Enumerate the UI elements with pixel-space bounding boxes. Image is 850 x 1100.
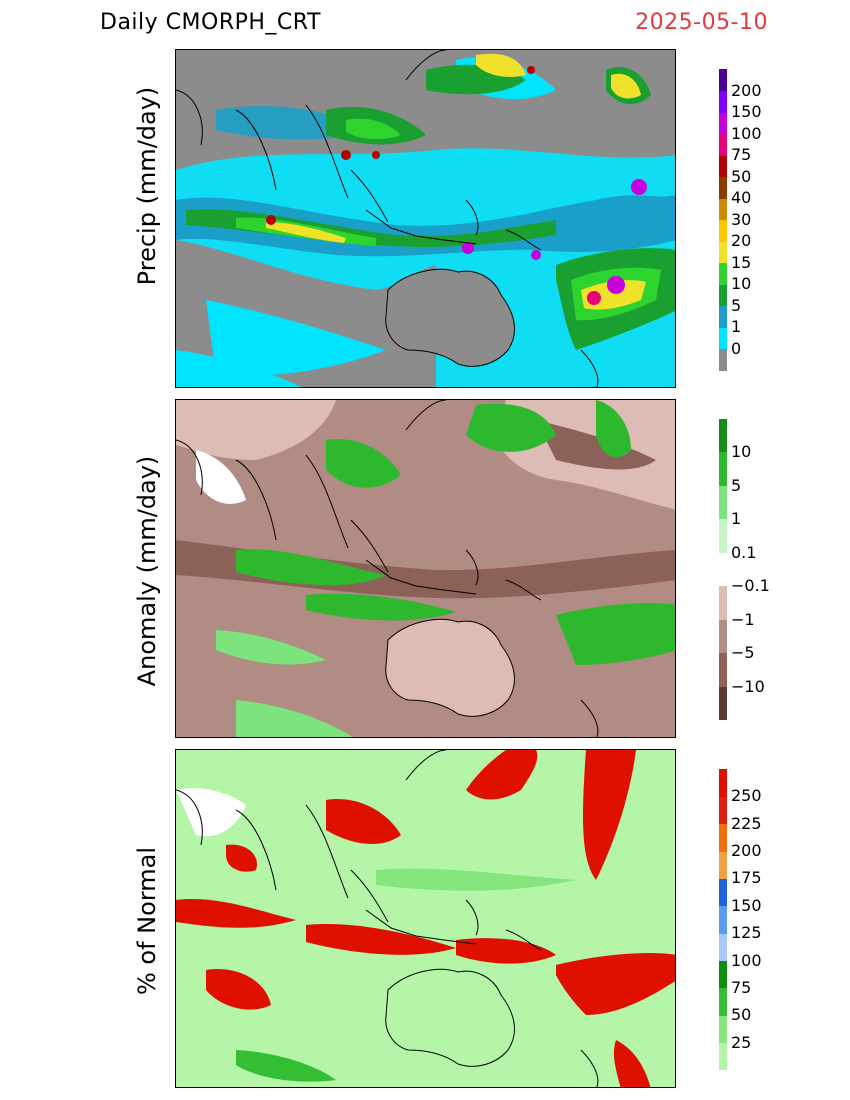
precip-colorbar-tick-label: 0 <box>731 338 742 358</box>
percent-colorbar-swatch <box>719 823 727 852</box>
precip-colorbar-swatch <box>719 219 727 242</box>
percent-colorbar-tick-label: 25 <box>731 1032 752 1052</box>
anomaly-map <box>176 400 675 737</box>
percent-colorbar-tick-label: 125 <box>731 923 762 943</box>
precip-colorbar-swatch <box>719 305 727 328</box>
precip-colorbar-tick-label: 75 <box>731 145 752 164</box>
percent-y-label: % of Normal <box>133 846 161 996</box>
anomaly-map-panel <box>175 399 676 738</box>
anomaly-colorbar-tick-label: 5 <box>731 475 742 495</box>
anomaly-y-label: Anomaly (mm/day) <box>133 455 161 687</box>
anomaly-colorbar-tick-label: −5 <box>731 643 755 663</box>
percent-colorbar-tick-label: 50 <box>731 1005 752 1025</box>
precip-y-label: Precip (mm/day) <box>133 86 161 286</box>
percent-normal-map <box>176 750 675 1087</box>
anomaly-colorbar-tick-label: 0.1 <box>731 542 757 562</box>
percent-colorbar-swatch <box>719 878 727 907</box>
precip-colorbar-tick-label: 15 <box>731 252 752 272</box>
anomaly-colorbar-swatch <box>719 485 727 520</box>
precip-colorbar-tick-label: 20 <box>731 231 752 250</box>
percent-colorbar-swatch <box>719 1042 727 1071</box>
anomaly-colorbar-tick-label: 10 <box>731 442 752 462</box>
precip-colorbar-swatch <box>719 155 727 177</box>
anomaly-colorbar-swatch <box>719 586 727 621</box>
percent-colorbar-swatch <box>719 987 727 1016</box>
percent-colorbar-tick-label: 250 <box>731 786 762 806</box>
precip-colorbar-swatch <box>719 348 727 371</box>
precip-map <box>176 50 675 387</box>
date-label: 2025-05-10 <box>635 10 768 35</box>
anomaly-colorbar-tick-label: 1 <box>731 509 742 529</box>
anomaly-colorbar <box>719 419 727 721</box>
percent-colorbar-tick-label: 200 <box>731 841 762 861</box>
percent-colorbar-tick-label: 150 <box>731 895 762 915</box>
precip-colorbar-swatch <box>719 90 727 113</box>
precip-colorbar <box>719 69 727 371</box>
anomaly-colorbar-swatch <box>719 519 727 554</box>
anomaly-colorbar-swatch <box>719 552 727 587</box>
anomaly-colorbar-swatch <box>719 653 727 688</box>
anomaly-colorbar-tick-label: −10 <box>731 676 765 696</box>
percent-colorbar-tick-label: 225 <box>731 813 762 833</box>
percent-colorbar-tick-label: 75 <box>731 977 752 997</box>
percent-colorbar-tick-label: 100 <box>731 950 762 970</box>
precip-colorbar-tick-label: 150 <box>731 102 762 121</box>
precip-colorbar-tick-label: 30 <box>731 209 752 229</box>
precip-colorbar-swatch <box>719 262 727 285</box>
precip-colorbar-tick-label: 200 <box>731 80 762 100</box>
precip-colorbar-tick-label: 5 <box>731 295 742 315</box>
precip-colorbar-swatch <box>719 176 727 199</box>
anomaly-colorbar-tick-label: −0.1 <box>731 576 770 596</box>
precip-colorbar-tick-label: 10 <box>731 274 752 293</box>
precip-colorbar-swatch <box>719 69 727 91</box>
percent-colorbar-swatch <box>719 933 727 962</box>
precip-colorbar-swatch <box>719 198 727 220</box>
precip-colorbar-swatch <box>719 327 727 349</box>
precip-colorbar-tick-label: 40 <box>731 188 752 207</box>
percent-normal-map-panel <box>175 749 676 1088</box>
precip-colorbar-swatch <box>719 284 727 306</box>
anomaly-colorbar-swatch <box>719 686 727 721</box>
precip-colorbar-swatch <box>719 112 727 134</box>
anomaly-colorbar-swatch <box>719 419 727 453</box>
chart-title: Daily CMORPH_CRT <box>100 10 321 35</box>
precip-colorbar-tick-label: 50 <box>731 166 752 186</box>
percent-colorbar <box>719 769 727 1071</box>
percent-colorbar-swatch <box>719 905 727 934</box>
percent-colorbar-swatch <box>719 1015 727 1044</box>
precip-colorbar-swatch <box>719 133 727 156</box>
percent-colorbar-swatch <box>719 796 727 825</box>
percent-colorbar-swatch <box>719 960 727 989</box>
percent-colorbar-tick-label: 175 <box>731 868 762 888</box>
anomaly-colorbar-tick-label: −1 <box>731 609 755 629</box>
precip-colorbar-tick-label: 100 <box>731 123 762 143</box>
percent-colorbar-swatch <box>719 769 727 797</box>
percent-colorbar-swatch <box>719 851 727 879</box>
precip-colorbar-swatch <box>719 241 727 263</box>
anomaly-colorbar-swatch <box>719 452 727 487</box>
precip-map-panel <box>175 49 676 388</box>
precip-colorbar-tick-label: 1 <box>731 317 742 336</box>
anomaly-colorbar-swatch <box>719 619 727 654</box>
